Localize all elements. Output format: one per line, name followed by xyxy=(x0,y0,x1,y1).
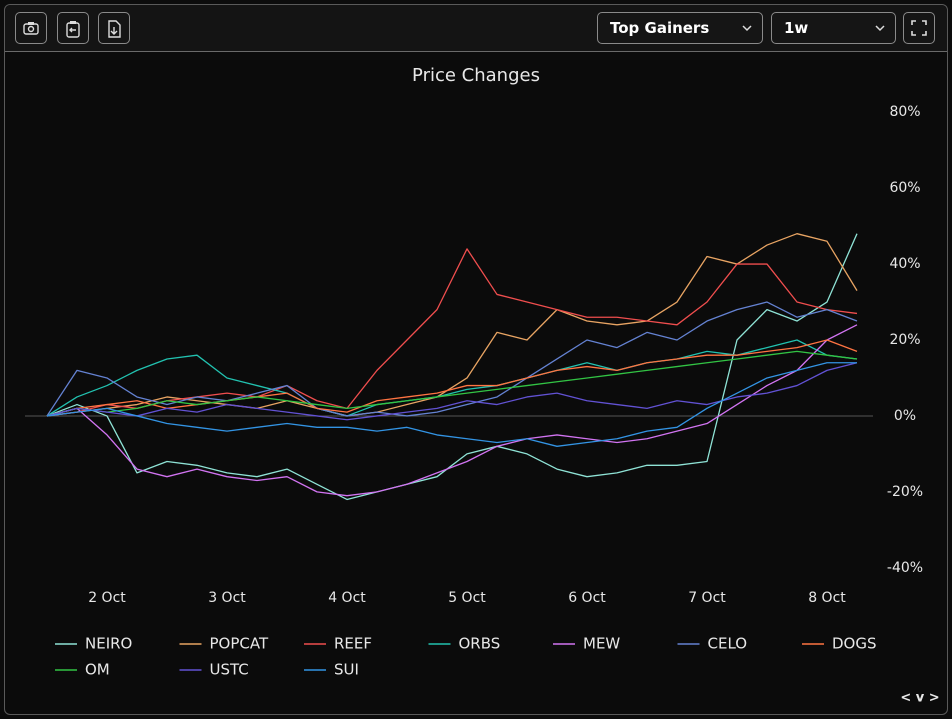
pager[interactable]: < v > xyxy=(900,691,939,706)
x-tick-label: 8 Oct xyxy=(808,590,846,606)
series-line xyxy=(46,233,858,501)
series-line xyxy=(46,339,858,417)
series-line xyxy=(46,362,857,447)
x-tick-label: 4 Oct xyxy=(328,590,366,606)
y-tick-label: 60% xyxy=(889,180,920,196)
fullscreen-button[interactable] xyxy=(903,12,935,44)
series-line xyxy=(46,362,858,421)
period-dropdown[interactable]: 1w xyxy=(771,12,896,44)
legend-label: SUI xyxy=(334,661,359,679)
series-line xyxy=(46,339,858,417)
download-button[interactable] xyxy=(98,12,130,44)
toolbar: Top Gainers 1w xyxy=(5,5,947,52)
y-tick-label: 40% xyxy=(889,256,920,272)
y-tick-label: 20% xyxy=(889,332,920,348)
screenshot-button[interactable] xyxy=(15,12,47,44)
series-line xyxy=(46,233,858,417)
metric-dropdown[interactable]: Top Gainers xyxy=(597,12,763,44)
x-tick-label: 7 Oct xyxy=(688,590,726,606)
chart-title: Price Changes xyxy=(412,65,540,86)
legend-label: OM xyxy=(85,661,110,679)
metric-value: Top Gainers xyxy=(610,19,710,37)
y-tick-label: 0% xyxy=(894,408,916,424)
x-tick-label: 3 Oct xyxy=(208,590,246,606)
y-tick-label: -20% xyxy=(887,484,923,500)
series-line xyxy=(46,248,858,417)
series-line xyxy=(46,301,858,417)
legend-label: REEF xyxy=(334,635,372,653)
legend-label: ORBS xyxy=(459,635,501,653)
y-tick-label: -40% xyxy=(887,560,923,576)
y-tick-label: 80% xyxy=(889,104,920,120)
series-line xyxy=(46,350,858,417)
legend-label: USTC xyxy=(210,661,249,679)
chart-panel: Price Changes < v > -40% -20% 0% 20% 40% 60% 8… xyxy=(4,4,948,715)
legend-label: DOGS xyxy=(832,635,877,653)
legend-label: MEW xyxy=(583,635,620,653)
x-tick-label: 6 Oct xyxy=(568,590,606,606)
chart: Price Changes < v > -40% -20% 0% 20% 40% 60% 8… xyxy=(25,65,940,706)
legend-label: CELO xyxy=(708,635,748,653)
period-value: 1w xyxy=(784,19,809,37)
legend-label: POPCAT xyxy=(210,635,269,653)
legend-label: NEIRO xyxy=(85,635,132,653)
x-tick-label: 5 Oct xyxy=(448,590,486,606)
series-line xyxy=(46,324,858,497)
copy-button[interactable] xyxy=(57,12,89,44)
x-tick-label: 2 Oct xyxy=(88,590,126,606)
